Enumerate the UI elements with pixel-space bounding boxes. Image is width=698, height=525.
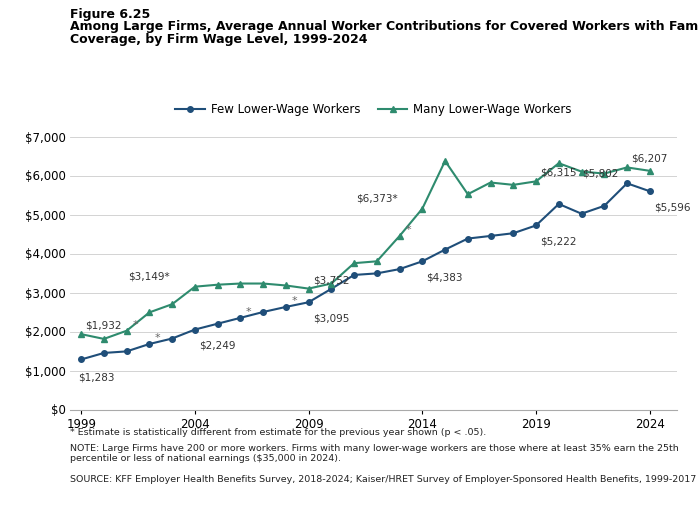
Text: $4,383: $4,383 [426, 273, 463, 283]
Text: * Estimate is statistically different from estimate for the previous year shown : * Estimate is statistically different fr… [70, 428, 486, 437]
Text: *: * [292, 296, 297, 306]
Text: SOURCE: KFF Employer Health Benefits Survey, 2018-2024; Kaiser/HRET Survey of Em: SOURCE: KFF Employer Health Benefits Sur… [70, 475, 696, 484]
Text: NOTE: Large Firms have 200 or more workers. Firms with many lower-wage workers a: NOTE: Large Firms have 200 or more worke… [70, 444, 678, 463]
Text: Coverage, by Firm Wage Level, 1999-2024: Coverage, by Firm Wage Level, 1999-2024 [70, 33, 367, 46]
Text: $5,802: $5,802 [583, 169, 619, 178]
Text: Figure 6.25: Figure 6.25 [70, 8, 150, 21]
Text: $1,932: $1,932 [85, 321, 122, 331]
Text: $3,095: $3,095 [313, 314, 349, 324]
Text: *: * [155, 333, 161, 343]
Text: $6,207: $6,207 [631, 154, 667, 164]
Text: $6,373*: $6,373* [356, 194, 397, 204]
Text: $3,752: $3,752 [313, 275, 349, 285]
Legend: Few Lower-Wage Workers, Many Lower-Wage Workers: Few Lower-Wage Workers, Many Lower-Wage … [170, 99, 577, 121]
Text: *: * [132, 320, 138, 330]
Text: *: * [246, 307, 251, 317]
Text: $1,283: $1,283 [78, 372, 115, 382]
Text: $3,149*: $3,149* [128, 272, 170, 282]
Text: Among Large Firms, Average Annual Worker Contributions for Covered Workers with : Among Large Firms, Average Annual Worker… [70, 20, 698, 33]
Text: $2,249: $2,249 [199, 341, 235, 351]
Text: *: * [405, 225, 410, 235]
Text: $5,222: $5,222 [540, 237, 577, 247]
Text: $5,596: $5,596 [654, 203, 690, 213]
Text: $6,315: $6,315 [540, 168, 577, 178]
